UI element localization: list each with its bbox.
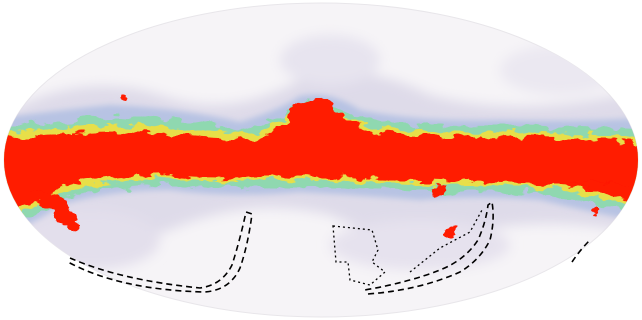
footprint-right <box>364 200 494 295</box>
footprint-left <box>67 210 253 293</box>
footprint-right-dotted <box>409 209 483 273</box>
footprint-edge-right <box>571 239 591 263</box>
emission-layers <box>4 35 638 270</box>
galactic-plane <box>4 95 638 237</box>
survey-footprints <box>67 200 591 295</box>
